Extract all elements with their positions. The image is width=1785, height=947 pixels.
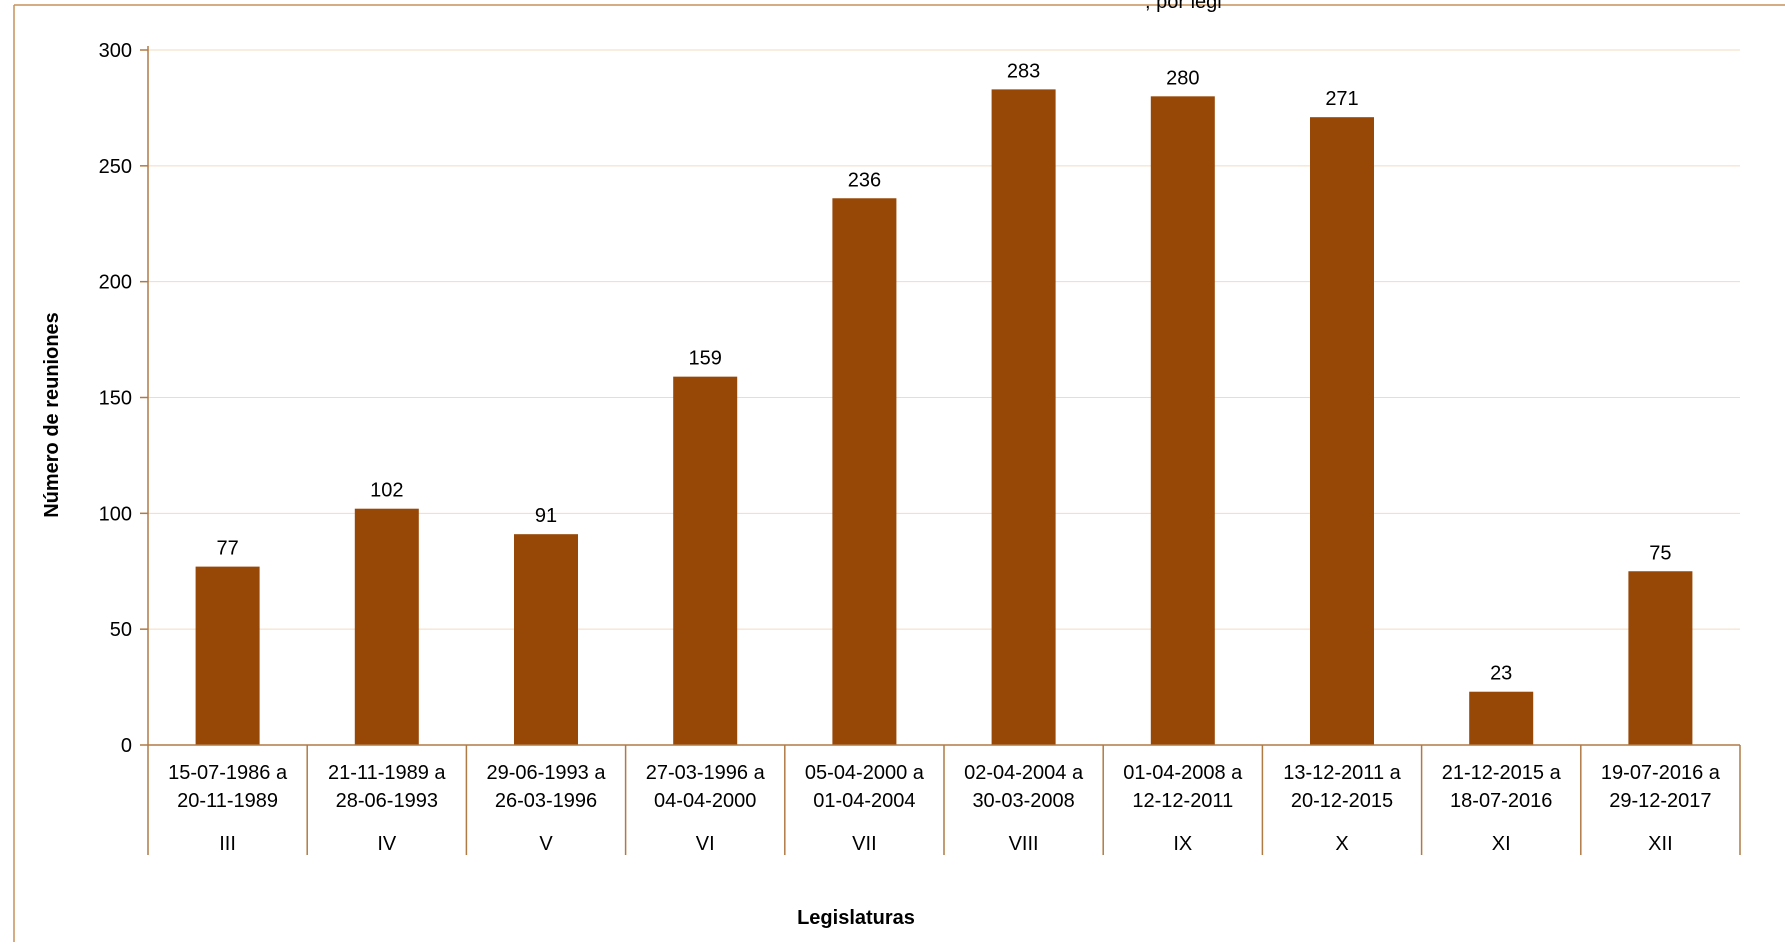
bar-VIII — [991, 89, 1056, 746]
bar-X — [1310, 117, 1374, 745]
category-dates-end: 26-03-1996 — [495, 790, 597, 812]
category-legislature: III — [219, 833, 236, 855]
data-label: 102 — [370, 480, 403, 502]
data-label: 91 — [535, 505, 557, 527]
y-tick-label: 250 — [99, 156, 132, 178]
data-label: 77 — [216, 538, 238, 560]
category-dates-start: 19-07-2016 a — [1601, 762, 1721, 784]
data-labels: 77 102 91 159 236 283 280 271 23 75 — [216, 60, 1671, 684]
category-dates-end: 20-12-2015 — [1291, 790, 1393, 812]
bar-VII — [832, 198, 897, 745]
y-tick-label: 100 — [99, 503, 132, 525]
category-legislature: VII — [852, 833, 876, 855]
category-dates-start: 27-03-1996 a — [646, 762, 766, 784]
data-label: 159 — [689, 348, 722, 370]
data-label: 75 — [1649, 542, 1671, 564]
data-label: 271 — [1325, 88, 1358, 110]
bar-VI — [673, 376, 738, 745]
bar-III — [195, 566, 260, 745]
bars — [195, 89, 1693, 746]
category-dates-end: 12-12-2011 — [1132, 790, 1233, 812]
bar-XI — [1469, 691, 1534, 745]
category-dates-end: 01-04-2004 — [813, 790, 915, 812]
category-dates-end: 20-11-1989 — [177, 790, 278, 812]
axes — [140, 46, 1741, 855]
category-dates-start: 13-12-2011 a — [1283, 762, 1401, 784]
bar-IV — [354, 508, 419, 745]
category-legislature: XI — [1492, 833, 1511, 855]
data-label: 280 — [1166, 67, 1199, 89]
category-legislature: IX — [1173, 833, 1192, 855]
category-dates-start: 15-07-1986 a — [168, 762, 288, 784]
y-axis-title: Número de reuniones — [41, 312, 63, 518]
category-dates-end: 29-12-2017 — [1609, 790, 1711, 812]
x-axis-title: Legislaturas — [797, 907, 915, 929]
category-legislature: V — [539, 833, 553, 855]
data-label: 283 — [1007, 60, 1040, 82]
y-tick-label: 200 — [99, 272, 132, 294]
x-category-labels: 15-07-1986 a 20-11-1989 III 21-11-1989 a 28-… — [168, 762, 1721, 855]
category-dates-start: 02-04-2004 a — [964, 762, 1084, 784]
y-tick-label: 50 — [110, 619, 132, 641]
category-legislature: VI — [696, 833, 715, 855]
category-dates-start: 01-04-2008 a — [1123, 762, 1243, 784]
category-dates-start: 21-12-2015 a — [1442, 762, 1562, 784]
category-legislature: IV — [377, 833, 397, 855]
category-dates-end: 04-04-2000 — [654, 790, 756, 812]
category-dates-start: 21-11-1989 a — [328, 762, 446, 784]
category-dates-end: 28-06-1993 — [336, 790, 438, 812]
bar-IX — [1150, 96, 1215, 746]
category-legislature: X — [1335, 833, 1348, 855]
data-label: 236 — [848, 169, 881, 191]
category-dates-start: 29-06-1993 a — [487, 762, 607, 784]
y-tick-label: 300 — [99, 40, 132, 62]
bar-XII — [1628, 571, 1693, 745]
category-dates-start: 05-04-2000 a — [805, 762, 925, 784]
chart-title: , por legi — [1145, 0, 1222, 13]
y-tick-label: 0 — [121, 735, 132, 757]
data-label: 23 — [1490, 663, 1512, 685]
category-dates-end: 18-07-2016 — [1450, 790, 1552, 812]
y-tick-labels: 0 50 100 150 200 250 300 — [99, 40, 132, 757]
category-dates-end: 30-03-2008 — [972, 790, 1074, 812]
category-legislature: XII — [1648, 833, 1672, 855]
bar-V — [514, 534, 578, 745]
y-tick-label: 150 — [99, 388, 132, 410]
chart-border — [13, 4, 1785, 942]
category-legislature: VIII — [1009, 833, 1039, 855]
